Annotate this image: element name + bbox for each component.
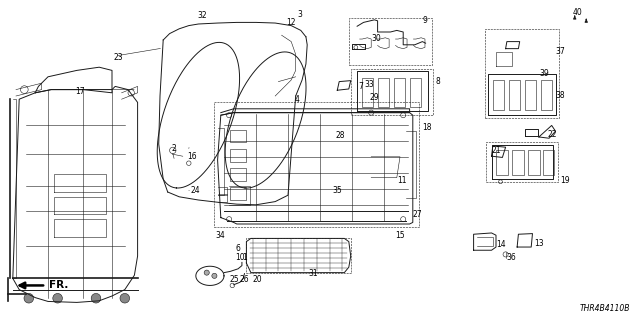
- Text: 27: 27: [413, 210, 422, 219]
- Text: 37: 37: [556, 47, 565, 56]
- Circle shape: [92, 293, 101, 303]
- Text: 6: 6: [236, 244, 241, 253]
- Bar: [349, 18, 432, 65]
- Bar: [512, 150, 524, 175]
- Text: THR4B4110B: THR4B4110B: [580, 304, 630, 313]
- Text: 39: 39: [540, 69, 549, 78]
- Bar: [246, 238, 351, 273]
- Bar: [230, 187, 246, 200]
- Bar: [485, 29, 559, 118]
- Bar: [351, 69, 433, 115]
- Bar: [394, 78, 405, 107]
- Text: 17: 17: [76, 87, 85, 96]
- Text: 30: 30: [371, 34, 381, 43]
- Circle shape: [52, 293, 62, 303]
- Bar: [541, 80, 552, 110]
- Text: 38: 38: [556, 92, 565, 100]
- Circle shape: [204, 270, 209, 275]
- Text: 26: 26: [240, 275, 250, 284]
- Text: FR.: FR.: [49, 280, 68, 291]
- Text: 29: 29: [370, 93, 380, 102]
- Circle shape: [120, 293, 130, 303]
- Text: 31: 31: [308, 269, 319, 278]
- Text: 4: 4: [294, 95, 300, 104]
- Text: 14: 14: [496, 240, 506, 249]
- Bar: [525, 80, 536, 110]
- Text: 22: 22: [547, 130, 557, 139]
- Text: 20: 20: [253, 275, 262, 284]
- Circle shape: [212, 273, 217, 278]
- Text: 2: 2: [172, 144, 176, 153]
- Bar: [378, 78, 389, 107]
- Bar: [528, 150, 540, 175]
- Bar: [496, 150, 508, 175]
- Text: 33: 33: [365, 80, 374, 89]
- Text: 19: 19: [560, 176, 570, 185]
- Text: 36: 36: [507, 253, 516, 262]
- Text: 28: 28: [335, 132, 345, 140]
- Bar: [509, 80, 520, 110]
- Text: 13: 13: [534, 239, 544, 248]
- Bar: [543, 150, 554, 175]
- Bar: [230, 130, 246, 142]
- Text: 9: 9: [422, 16, 428, 25]
- Text: 12: 12: [286, 18, 296, 27]
- Circle shape: [24, 293, 33, 303]
- Bar: [410, 78, 421, 107]
- Bar: [230, 149, 246, 162]
- Bar: [493, 80, 504, 110]
- Text: 32: 32: [197, 12, 207, 20]
- Text: 35: 35: [333, 186, 342, 195]
- Text: 3: 3: [298, 10, 303, 19]
- Text: 15: 15: [396, 231, 405, 240]
- Text: 25: 25: [229, 275, 239, 284]
- Text: 18: 18: [422, 124, 432, 132]
- Text: 7: 7: [358, 82, 364, 91]
- Text: 34: 34: [216, 231, 225, 240]
- Text: 16: 16: [187, 152, 196, 161]
- Text: 40: 40: [573, 8, 582, 17]
- Text: 11: 11: [397, 176, 406, 185]
- Bar: [486, 142, 558, 182]
- Bar: [362, 78, 373, 107]
- Text: 24: 24: [191, 186, 200, 195]
- Text: 8: 8: [435, 77, 440, 86]
- Text: 10: 10: [235, 253, 244, 262]
- Bar: [230, 168, 246, 181]
- Text: 21: 21: [492, 146, 501, 155]
- Text: 23: 23: [114, 53, 124, 62]
- Text: 1: 1: [242, 253, 246, 262]
